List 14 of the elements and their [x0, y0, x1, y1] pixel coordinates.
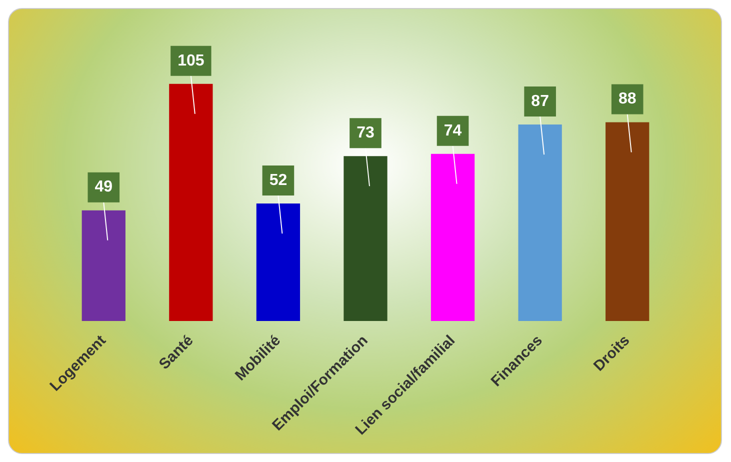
bar [169, 84, 213, 321]
bar [82, 210, 126, 321]
bar [606, 122, 650, 321]
data-label: 87 [531, 92, 550, 110]
data-label: 73 [356, 124, 374, 142]
data-label: 88 [618, 90, 636, 108]
bar [344, 156, 388, 321]
bar [256, 204, 300, 321]
data-label: 49 [94, 178, 113, 196]
data-label: 52 [269, 172, 288, 189]
bar [518, 124, 562, 321]
data-label: 105 [178, 52, 204, 70]
bar [430, 154, 475, 321]
data-label: 74 [444, 122, 462, 140]
